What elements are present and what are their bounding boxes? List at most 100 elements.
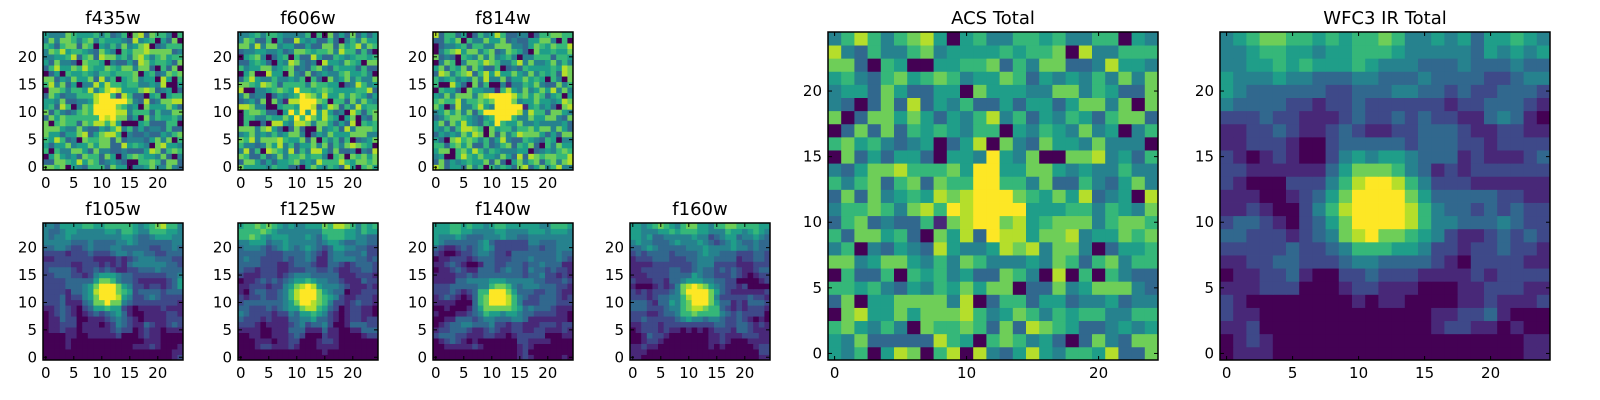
heatmap-cell <box>764 321 771 328</box>
x-tick-label: 10 <box>92 174 111 192</box>
heatmap-cell <box>725 305 732 312</box>
heatmap-cell <box>539 250 546 257</box>
heatmap-cell <box>110 142 117 149</box>
heatmap-cell <box>110 288 117 295</box>
heatmap-cell <box>344 321 351 328</box>
heatmap-cell <box>333 233 340 240</box>
heatmap-cell <box>87 299 94 306</box>
heatmap-cell <box>71 255 77 262</box>
heatmap-cell <box>115 153 122 160</box>
heatmap-cell <box>641 228 648 235</box>
heatmap-cell <box>266 305 272 312</box>
heatmap-cell <box>344 272 351 279</box>
panel-title: f140w <box>475 199 530 220</box>
heatmap-cell <box>758 266 765 273</box>
heatmap-cell <box>254 136 261 143</box>
heatmap-cell <box>867 241 882 256</box>
heatmap-cell <box>517 294 523 301</box>
heatmap-cell <box>635 299 642 306</box>
heatmap-cell <box>260 65 267 72</box>
heatmap-cell <box>483 65 490 72</box>
heatmap-cell <box>177 233 184 240</box>
heatmap-cell <box>511 223 518 229</box>
heatmap-cell <box>249 327 256 333</box>
heatmap-cell <box>48 277 55 284</box>
heatmap-cell <box>545 131 551 138</box>
heatmap-cell <box>630 261 636 268</box>
heatmap-cell <box>517 120 523 127</box>
y-tick-label: 20 <box>18 48 37 66</box>
heatmap-cell <box>1052 255 1066 269</box>
heatmap-cell <box>65 261 72 268</box>
heatmap-cell <box>630 332 636 339</box>
x-tick-label: 20 <box>343 174 362 192</box>
heatmap-cell <box>517 239 523 246</box>
heatmap-cell <box>299 164 306 171</box>
heatmap-cell <box>322 70 328 77</box>
heatmap-cell <box>461 272 467 279</box>
heatmap-cell <box>361 283 368 290</box>
heatmap-cell <box>500 294 507 301</box>
heatmap-cell <box>1052 307 1066 322</box>
heatmap-cell <box>299 48 306 55</box>
heatmap-cell <box>171 131 178 138</box>
heatmap-cell <box>138 266 145 273</box>
heatmap-cell <box>477 76 484 83</box>
heatmap-cell <box>54 120 61 127</box>
heatmap-cell <box>277 131 284 138</box>
heatmap-cell <box>71 305 77 312</box>
heatmap-cell <box>155 305 161 312</box>
heatmap-cell <box>327 354 334 361</box>
heatmap-cell <box>522 92 529 99</box>
heatmap-cell <box>249 136 256 143</box>
heatmap-cell <box>333 321 340 328</box>
heatmap-cell <box>658 294 664 301</box>
heatmap-cell <box>438 305 445 312</box>
heatmap-cell <box>444 32 451 38</box>
heatmap-cell <box>483 48 490 55</box>
panel-frame <box>432 222 574 361</box>
heatmap-cell <box>127 250 133 257</box>
heatmap-cell <box>545 228 551 235</box>
heatmap-cell <box>99 310 105 317</box>
heatmap-cell <box>243 261 250 268</box>
heatmap-cell <box>54 310 61 317</box>
heatmap-cell <box>1012 268 1027 282</box>
heatmap-cell <box>533 164 540 171</box>
heatmap-cell <box>505 109 512 116</box>
heatmap-cell <box>674 266 681 273</box>
heatmap-cell <box>138 316 145 323</box>
heatmap-cell <box>333 142 340 149</box>
heatmap-cell <box>1105 255 1119 269</box>
heatmap-cell <box>528 109 535 116</box>
heatmap-cell <box>305 43 312 49</box>
heatmap-cell <box>155 109 161 116</box>
heatmap-cell <box>115 321 122 328</box>
heatmap-cell <box>266 81 272 88</box>
heatmap-cell <box>545 48 551 55</box>
heatmap-cell <box>344 164 351 171</box>
heatmap-cell <box>472 59 479 66</box>
heatmap-cell <box>567 250 574 257</box>
heatmap-cell <box>494 250 501 257</box>
heatmap-cell <box>528 349 535 355</box>
heatmap-cell <box>528 244 535 251</box>
heatmap-cell <box>472 239 479 246</box>
heatmap-cell <box>355 76 362 83</box>
heatmap-cell <box>719 228 726 235</box>
heatmap-cell <box>149 338 156 344</box>
heatmap-cell <box>483 244 490 251</box>
heatmap-cell <box>433 120 439 127</box>
y-tick-label: 10 <box>18 293 37 311</box>
heatmap-cell <box>121 223 128 229</box>
heatmap-cell <box>327 87 334 94</box>
heatmap-cell <box>533 109 540 116</box>
heatmap-cell <box>115 114 122 121</box>
heatmap-cell <box>271 147 278 154</box>
heatmap-cell <box>505 305 512 312</box>
heatmap-cell <box>466 250 473 257</box>
heatmap-cell <box>444 338 451 344</box>
heatmap-cell <box>477 349 484 355</box>
heatmap-cell <box>115 158 122 165</box>
